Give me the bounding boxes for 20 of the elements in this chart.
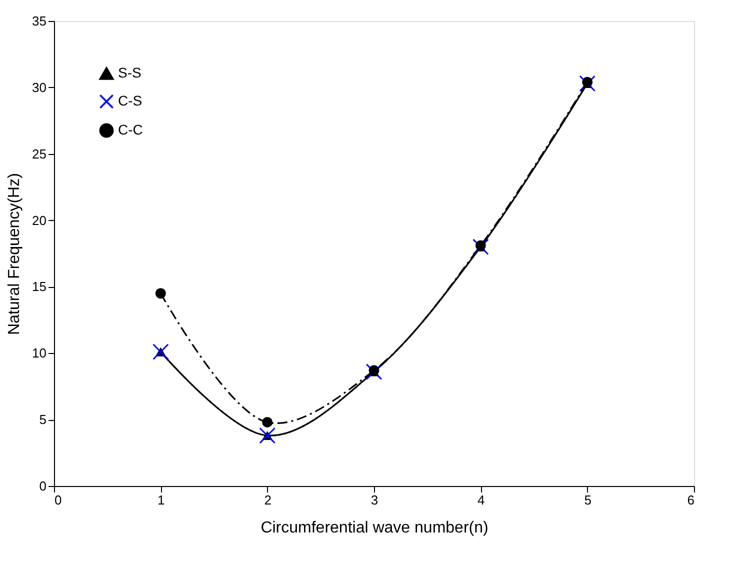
x-tick-label: 6 <box>687 492 694 508</box>
x-tick-label: 3 <box>370 492 378 508</box>
y-tick-label: 5 <box>39 412 46 428</box>
x-tick-label: 1 <box>158 492 165 508</box>
y-tick-label: 10 <box>32 346 46 361</box>
y-tick-label: 0 <box>39 478 46 494</box>
y-tick-label: 20 <box>32 212 46 228</box>
x-axis-title: Circumferential wave number(n) <box>260 520 488 536</box>
legend-label: C-C <box>118 122 143 138</box>
x-tick-label: 0 <box>54 492 62 508</box>
y-axis-title: Natural Frequency(Hz) <box>6 173 24 335</box>
legend-label: C-S <box>118 92 142 108</box>
x-tick-label: 2 <box>264 492 272 508</box>
legend-label: S-S <box>118 64 142 80</box>
y-tick-label: 30 <box>32 80 46 95</box>
x-tick-label: 5 <box>584 492 592 508</box>
x-tick-label: 4 <box>478 492 485 508</box>
y-tick-label: 35 <box>32 14 46 28</box>
y-tick-label: 15 <box>32 279 46 294</box>
y-tick-label: 25 <box>32 146 46 162</box>
